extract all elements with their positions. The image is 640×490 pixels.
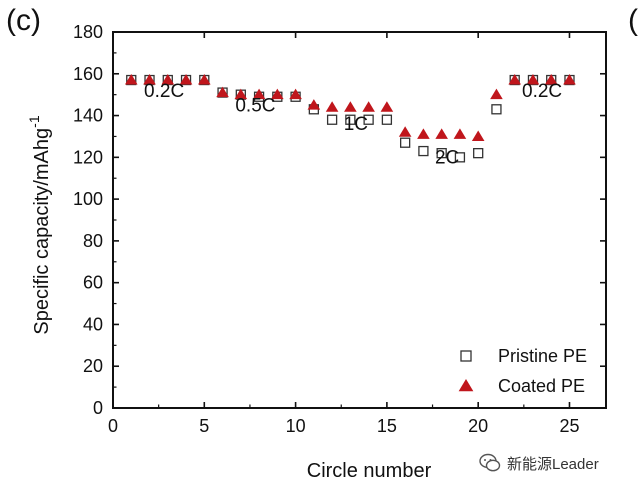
coated-point — [271, 88, 284, 100]
legend-pristine-marker — [460, 350, 472, 362]
rate-label: 0.2C — [144, 81, 184, 102]
coated-point — [325, 101, 339, 112]
coated-point — [289, 88, 302, 100]
coated-point — [563, 74, 576, 85]
y-tick-label: 160 — [73, 64, 103, 84]
legend-coated-label: Coated PE — [498, 376, 585, 396]
pristine-point — [363, 114, 374, 125]
y-tick-label: 60 — [83, 273, 103, 293]
x-tick-label: 15 — [377, 416, 397, 436]
pristine-point — [381, 114, 393, 125]
rate-label: 0.5C — [235, 95, 275, 116]
coated-point — [197, 74, 211, 85]
coated-point — [544, 74, 558, 85]
coated-point — [161, 74, 175, 85]
coated-point — [234, 88, 248, 100]
rate-label: 2C — [435, 148, 459, 169]
coated-point — [435, 128, 448, 139]
panel-label: (c) — [6, 4, 41, 37]
y-tick-label: 100 — [73, 189, 103, 209]
y-tick-label: 0 — [93, 398, 103, 418]
pristine-point — [326, 114, 338, 125]
coated-point — [508, 74, 522, 85]
x-tick-label: 10 — [286, 416, 306, 436]
coated-point — [143, 74, 156, 85]
next-panel-label: ( — [628, 4, 638, 37]
coated-point — [490, 88, 503, 100]
y-tick-label: 20 — [83, 356, 103, 376]
legend-coated-marker — [458, 379, 474, 392]
pristine-point — [399, 137, 411, 148]
coated-point — [453, 128, 467, 139]
pristine-point — [454, 152, 466, 163]
coated-point — [216, 86, 229, 98]
coated-point — [398, 126, 412, 137]
x-axis-title: Circle number — [307, 460, 432, 482]
pristine-point — [436, 148, 447, 159]
rate-label: 0.2C — [522, 81, 562, 102]
y-axis-title: Specific capacity/mAhg-1 — [26, 115, 53, 334]
y-tick-label: 40 — [83, 314, 103, 334]
coated-point — [380, 101, 394, 112]
legend: Pristine PE Coated PE — [458, 346, 587, 396]
x-tick-label: 20 — [468, 416, 488, 436]
pristine-point — [473, 148, 484, 159]
data-marks — [124, 74, 576, 163]
y-tick-label: 180 — [73, 22, 103, 42]
coated-point — [362, 101, 375, 112]
coated-point — [179, 74, 193, 85]
pristine-point — [418, 145, 429, 157]
axis-ticks: 0 5 10 15 20 25 0 20 40 60 80 100 120 140 160 180 — [73, 22, 606, 436]
coated-point — [252, 88, 266, 100]
rate-label: 1C — [344, 114, 368, 135]
coated-point — [526, 74, 540, 85]
coated-point — [417, 128, 430, 139]
y-axis-title-main: Specific capacity/mAhg — [31, 128, 53, 335]
watermark-text: 新能源Leader — [507, 455, 599, 473]
x-tick-label: 5 — [199, 416, 209, 436]
y-axis-title-superscript: -1 — [26, 115, 42, 128]
coated-point — [307, 99, 321, 110]
coated-point — [471, 130, 485, 141]
legend-pristine-label: Pristine PE — [498, 346, 587, 366]
pristine-point — [491, 104, 502, 115]
pristine-point — [345, 114, 356, 125]
y-tick-label: 80 — [83, 231, 103, 251]
coated-point — [344, 101, 357, 112]
x-tick-label: 25 — [559, 416, 579, 436]
x-tick-label: 0 — [108, 416, 118, 436]
watermark: 新能源Leader — [478, 451, 599, 475]
coated-point — [124, 74, 138, 85]
y-tick-label: 140 — [73, 106, 103, 126]
rate-annotations: 0.2C 0.5C 1C 2C 0.2C — [144, 81, 562, 169]
wechat-icon — [478, 451, 502, 475]
y-tick-label: 120 — [73, 147, 103, 167]
